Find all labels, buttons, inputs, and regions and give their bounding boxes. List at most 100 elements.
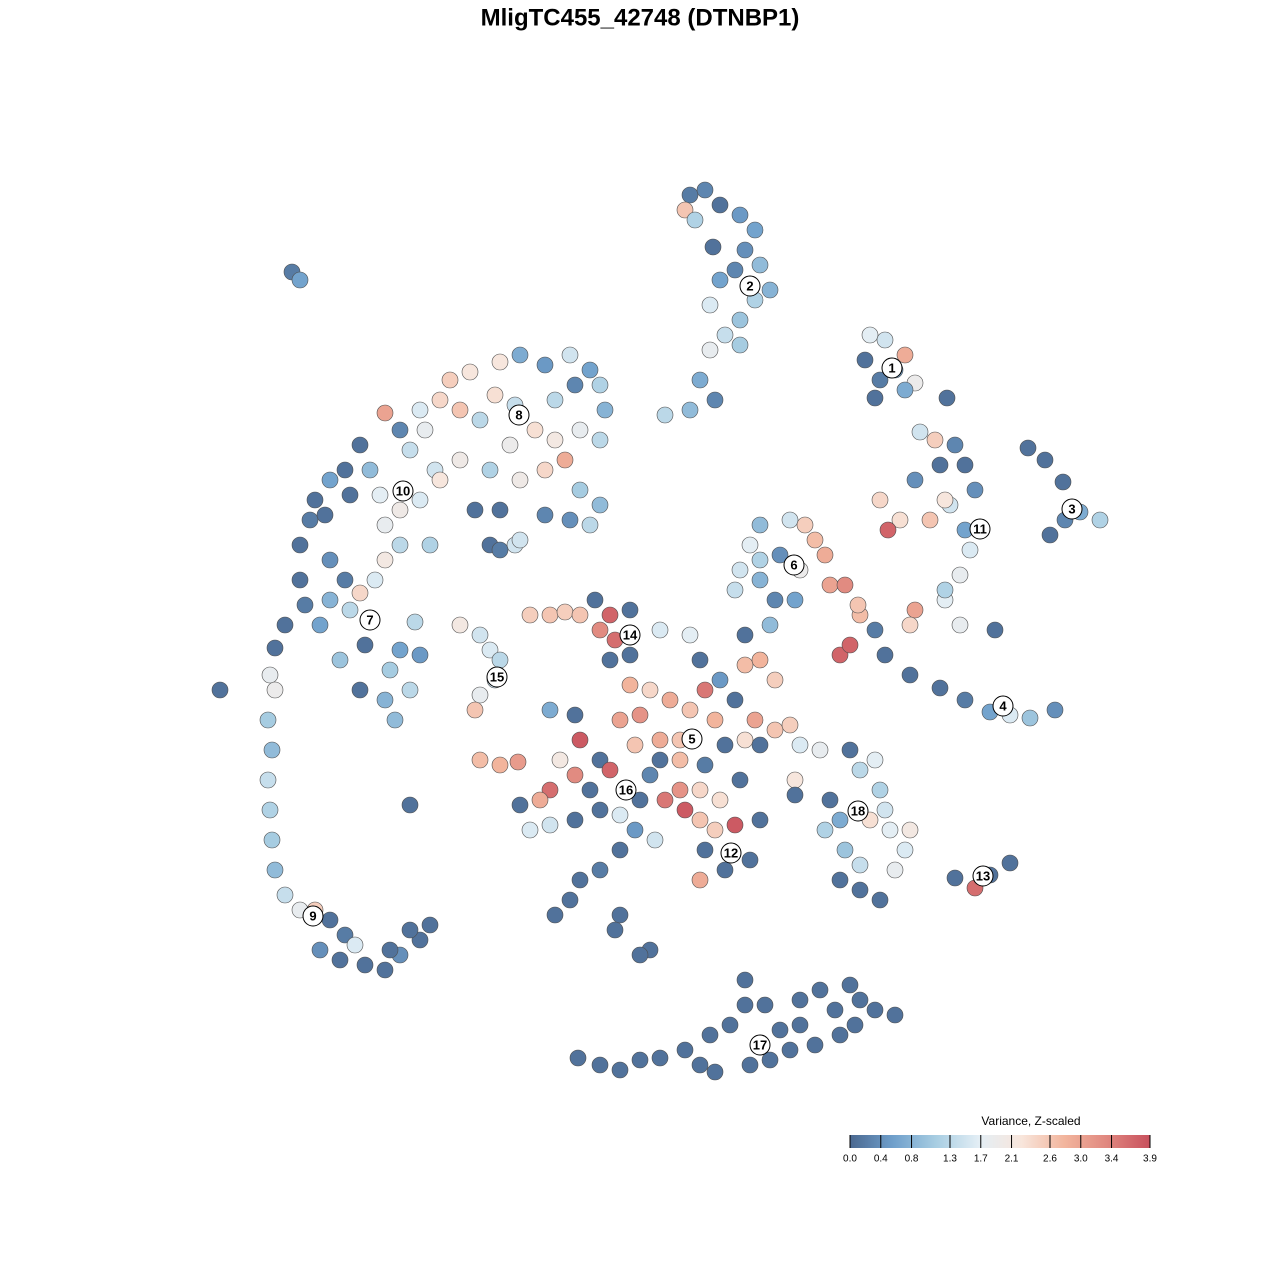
point xyxy=(901,616,919,634)
point xyxy=(871,891,889,909)
point xyxy=(301,511,319,529)
point xyxy=(546,431,564,449)
point xyxy=(611,1061,629,1079)
point xyxy=(731,561,749,579)
point xyxy=(581,516,599,534)
point xyxy=(321,471,339,489)
point xyxy=(611,711,629,729)
point xyxy=(866,621,884,639)
cluster-label-badge xyxy=(969,518,991,540)
point xyxy=(611,806,629,824)
point xyxy=(631,706,649,724)
point xyxy=(756,996,774,1014)
point xyxy=(376,551,394,569)
point xyxy=(951,566,969,584)
point xyxy=(421,536,439,554)
point xyxy=(741,1056,759,1074)
point xyxy=(751,571,769,589)
point xyxy=(621,646,639,664)
point xyxy=(536,506,554,524)
point xyxy=(741,851,759,869)
point xyxy=(451,616,469,634)
cluster-label-badge xyxy=(783,554,805,576)
point xyxy=(751,736,769,754)
point xyxy=(706,1063,724,1081)
point xyxy=(704,238,722,256)
point xyxy=(546,906,564,924)
point xyxy=(1019,439,1037,457)
point xyxy=(306,491,324,509)
point xyxy=(711,791,729,809)
point xyxy=(851,761,869,779)
cluster-label-badge xyxy=(615,779,637,801)
point xyxy=(751,811,769,829)
point xyxy=(676,201,694,219)
point xyxy=(786,771,804,789)
point xyxy=(721,1016,739,1034)
point xyxy=(806,531,824,549)
point xyxy=(391,421,409,439)
point xyxy=(781,1041,799,1059)
cluster-label-badge xyxy=(739,275,761,297)
colorbar-tick-label: 2.6 xyxy=(1043,1154,1057,1165)
point xyxy=(736,656,754,674)
point xyxy=(966,481,984,499)
cluster-label: 13 xyxy=(976,868,990,883)
point xyxy=(481,641,499,659)
point xyxy=(401,681,419,699)
point xyxy=(938,389,956,407)
point xyxy=(871,371,889,389)
point xyxy=(336,571,354,589)
point xyxy=(501,436,519,454)
point xyxy=(631,791,649,809)
point xyxy=(551,751,569,769)
point xyxy=(471,626,489,644)
point xyxy=(731,311,749,329)
point xyxy=(626,736,644,754)
point xyxy=(696,181,714,199)
point xyxy=(731,771,749,789)
cluster-label-badge xyxy=(972,865,994,887)
point xyxy=(831,646,849,664)
cluster-label: 10 xyxy=(396,483,410,498)
point xyxy=(336,926,354,944)
point xyxy=(621,601,639,619)
point xyxy=(796,516,814,534)
point xyxy=(466,501,484,519)
point xyxy=(771,1021,789,1039)
point xyxy=(871,781,889,799)
cluster-label: 9 xyxy=(309,908,316,923)
point xyxy=(591,431,609,449)
point xyxy=(291,571,309,589)
point xyxy=(931,679,949,697)
cluster-label-badge xyxy=(359,609,381,631)
point xyxy=(741,536,759,554)
point xyxy=(926,431,944,449)
point xyxy=(751,516,769,534)
point xyxy=(376,691,394,709)
cluster-label-badge xyxy=(392,480,414,502)
cluster-label: 3 xyxy=(1068,501,1075,516)
point xyxy=(856,351,874,369)
point xyxy=(561,346,579,364)
point xyxy=(736,731,754,749)
point xyxy=(866,1001,884,1019)
point xyxy=(1021,709,1039,727)
point xyxy=(646,831,664,849)
point xyxy=(351,681,369,699)
point xyxy=(569,1049,587,1067)
point xyxy=(691,871,709,889)
point xyxy=(601,606,619,624)
point xyxy=(391,501,409,519)
point xyxy=(266,639,284,657)
point xyxy=(691,371,709,389)
cluster-label-badge xyxy=(749,1034,771,1056)
point xyxy=(581,361,599,379)
point xyxy=(831,871,849,889)
point xyxy=(681,401,699,419)
colorbar-tick-label: 0.8 xyxy=(905,1154,919,1165)
point xyxy=(849,596,867,614)
point xyxy=(366,571,384,589)
point xyxy=(1046,701,1064,719)
